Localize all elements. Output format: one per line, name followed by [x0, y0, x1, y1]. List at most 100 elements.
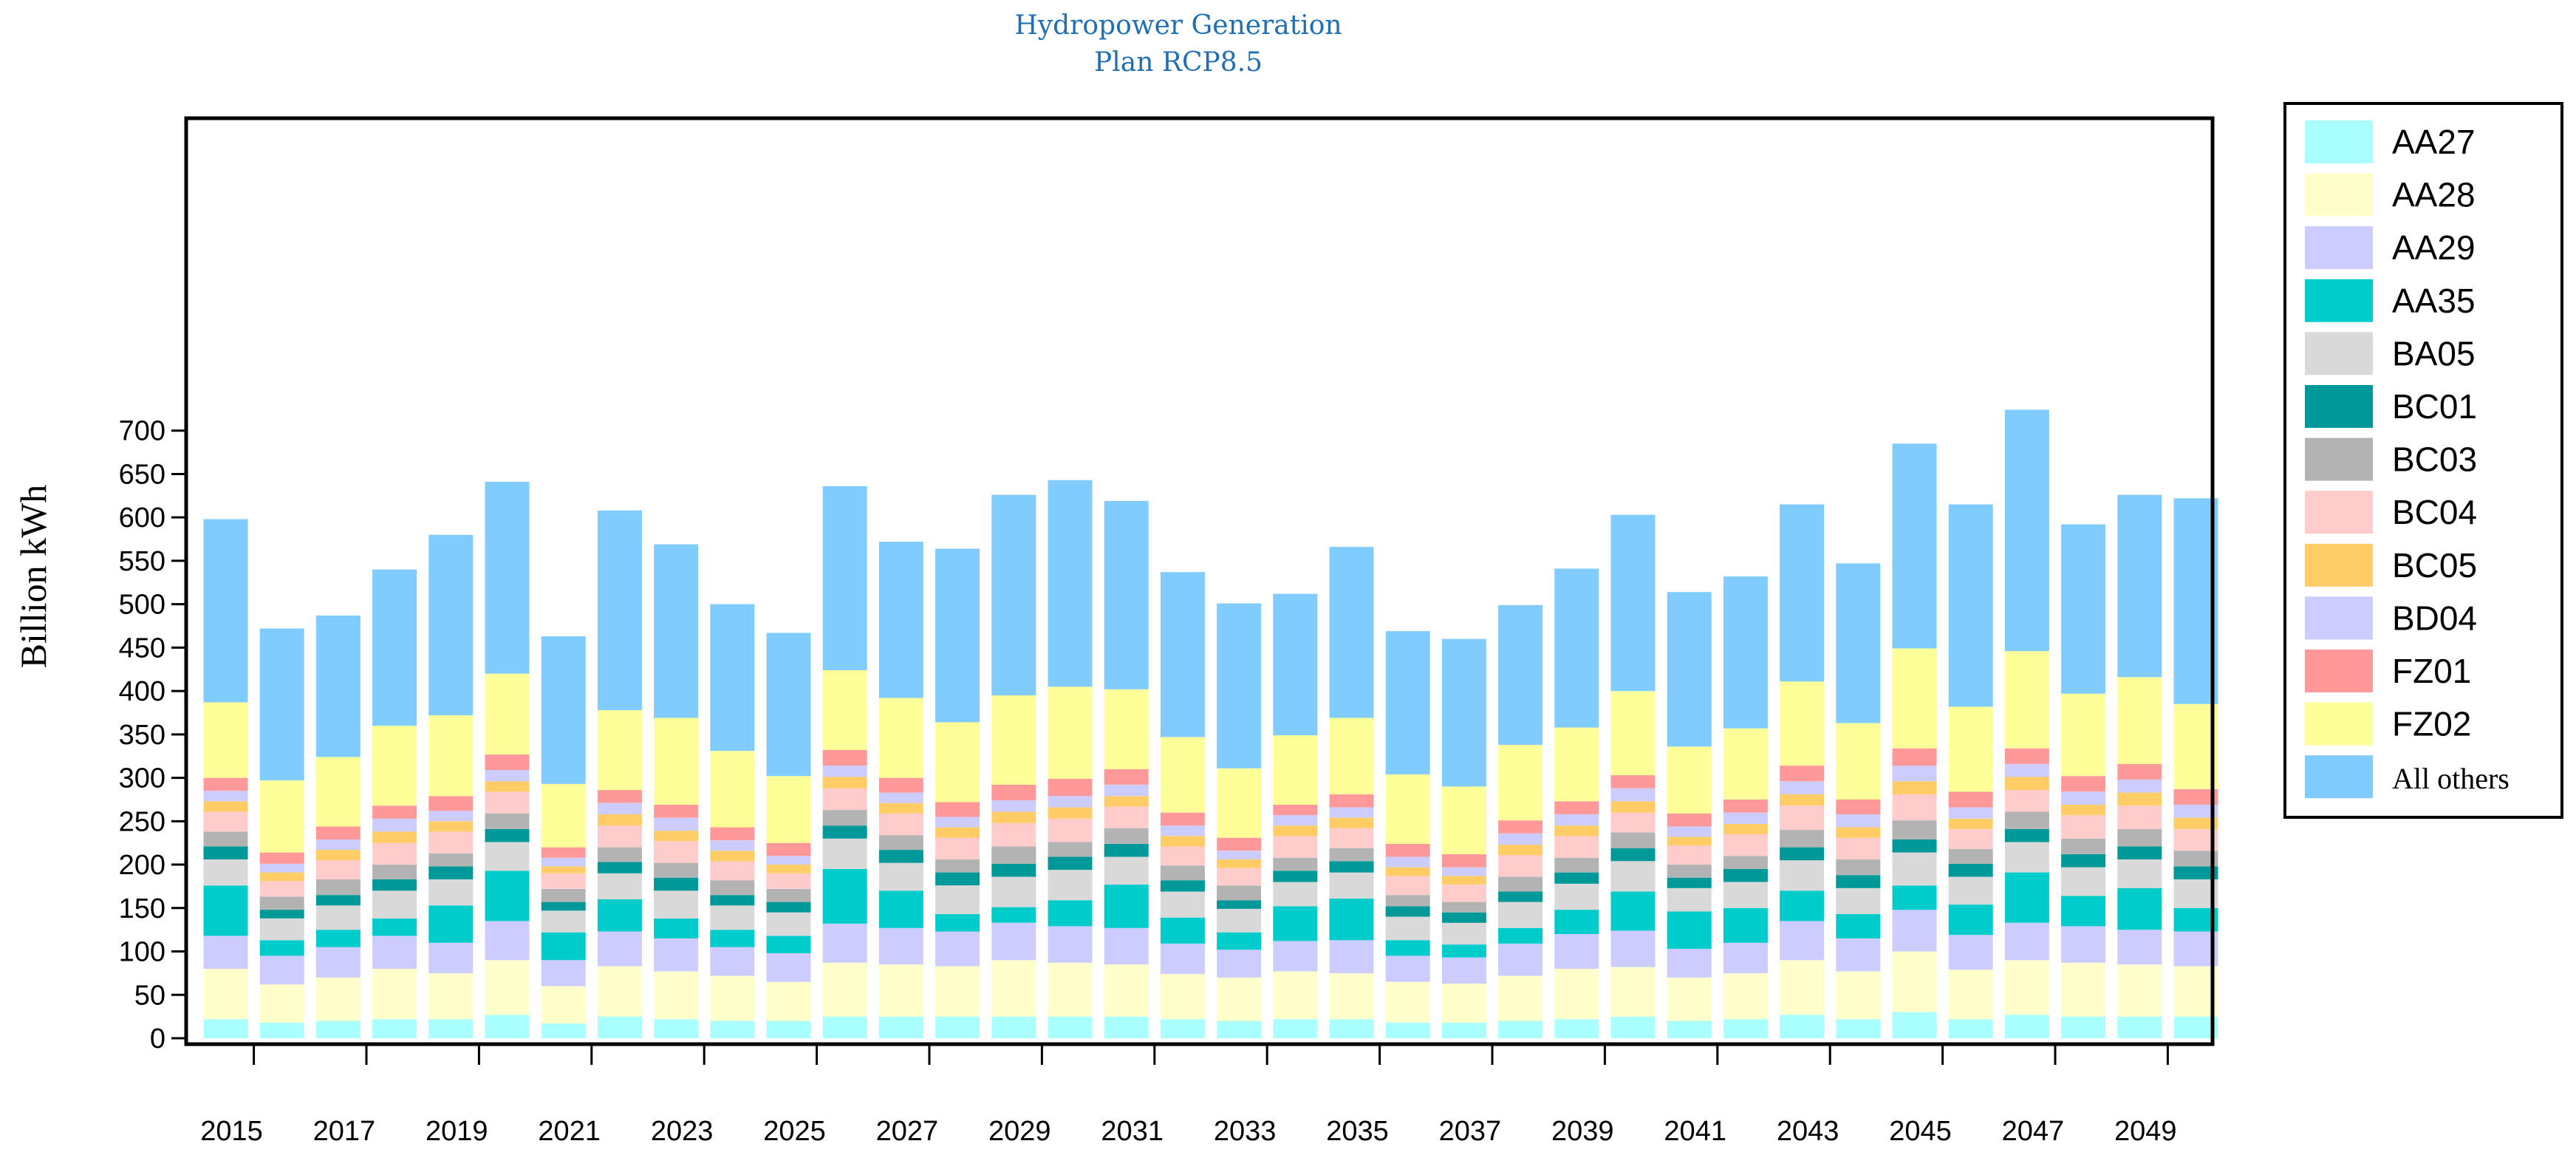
bar-2047-bc03 — [2004, 811, 2049, 829]
bar-2044-bc05 — [1836, 827, 1881, 838]
bar-2029-bc01 — [991, 863, 1036, 877]
legend-label-ba05: BA05 — [2392, 334, 2476, 372]
bar-2020-bc05 — [485, 781, 530, 792]
bar-2017-bd04 — [315, 839, 361, 851]
bar-2018-aa35 — [372, 918, 417, 936]
bar-2045-bd04 — [1892, 766, 1937, 782]
bar-2026-aa28 — [822, 962, 867, 1017]
bar-2049-aa35 — [2117, 887, 2162, 930]
bar-2043-aa27 — [1780, 1015, 1825, 1038]
bar-2037-fz01 — [1441, 854, 1486, 868]
bar-2048-ba05 — [2061, 867, 2106, 896]
bar-2049-bc04 — [2117, 805, 2162, 829]
bar-2041-fz02 — [1667, 746, 1712, 814]
bar-2031-aa35 — [1104, 885, 1149, 928]
bar-2047-fz02 — [2004, 651, 2049, 749]
y-tick-label-600: 600 — [119, 502, 165, 534]
x-tick-label-2037: 2037 — [1439, 1116, 1502, 1147]
bar-2046-aa27 — [1948, 1019, 1993, 1038]
bar-2037-bc05 — [1441, 876, 1486, 885]
bar-2019-bc05 — [428, 821, 474, 832]
bar-2033-all-others — [1217, 603, 1262, 769]
bar-2020-all-others — [485, 482, 530, 674]
bar-2046-aa28 — [1948, 970, 1993, 1020]
legend-label-bc04: BC04 — [2392, 493, 2477, 531]
bar-2041-aa29 — [1667, 949, 1712, 978]
bar-2036-bc04 — [1385, 876, 1430, 896]
bar-2018-bc05 — [372, 831, 417, 843]
bar-2034-bc05 — [1273, 825, 1318, 837]
bar-2022-bc01 — [597, 862, 642, 873]
y-tick-label-500: 500 — [119, 590, 165, 621]
bar-2021-fz01 — [541, 847, 586, 858]
bar-2047-all-others — [2004, 409, 2049, 652]
bar-2043-fz02 — [1780, 681, 1825, 766]
bar-2048-bc05 — [2061, 805, 2106, 816]
bar-2037-bc03 — [1441, 902, 1486, 913]
bar-2022-aa29 — [597, 931, 642, 967]
bar-2032-fz01 — [1160, 812, 1205, 826]
bar-2029-bc03 — [991, 846, 1036, 864]
bar-2021-bc03 — [541, 889, 586, 902]
bar-2020-aa35 — [485, 870, 530, 921]
bar-2047-bc05 — [2004, 777, 2049, 790]
bar-2023-ba05 — [654, 890, 699, 919]
bar-2026-all-others — [822, 485, 867, 670]
bar-2041-bc01 — [1667, 877, 1712, 888]
bar-2047-fz01 — [2004, 748, 2049, 764]
bar-2018-fz01 — [372, 805, 417, 819]
bar-2045-bc05 — [1892, 781, 1937, 794]
legend-label-all-others: All others — [2392, 762, 2510, 795]
bar-2028-bd04 — [935, 817, 980, 828]
bar-2040-all-others — [1610, 514, 1656, 692]
bar-2039-all-others — [1554, 568, 1599, 728]
chart-title: Hydropower Generation — [1014, 10, 1342, 41]
bar-2025-bd04 — [766, 856, 811, 865]
bar-2042-bd04 — [1723, 812, 1768, 824]
bar-2034-bc01 — [1273, 870, 1318, 882]
bar-2041-aa27 — [1667, 1021, 1712, 1038]
bar-2029-bd04 — [991, 800, 1036, 812]
bar-2043-bc04 — [1780, 805, 1825, 831]
bar-2033-bc04 — [1217, 868, 1262, 886]
bar-2017-ba05 — [315, 905, 361, 930]
bar-2030-bc01 — [1048, 856, 1093, 870]
bar-2031-fz01 — [1104, 769, 1149, 785]
legend-swatch-aa28 — [2305, 173, 2373, 217]
bar-2016-bc03 — [259, 896, 304, 910]
bar-2042-all-others — [1723, 576, 1768, 729]
bar-2038-bc01 — [1498, 891, 1543, 902]
bar-2044-fz02 — [1836, 723, 1881, 800]
bar-2018-aa27 — [372, 1019, 417, 1038]
bar-2033-aa28 — [1217, 977, 1262, 1021]
y-tick-label-200: 200 — [119, 850, 165, 881]
bar-2041-aa35 — [1667, 911, 1712, 949]
bar-2026-fz02 — [822, 670, 867, 750]
bar-2031-aa29 — [1104, 927, 1149, 965]
bar-2041-ba05 — [1667, 887, 1712, 912]
bar-2026-aa29 — [822, 923, 867, 963]
bar-2036-aa35 — [1385, 940, 1430, 956]
bar-2050-bc05 — [2173, 817, 2218, 829]
bar-2039-aa27 — [1554, 1019, 1599, 1038]
bar-2034-all-others — [1273, 593, 1318, 736]
bar-2022-all-others — [597, 510, 642, 710]
bar-2022-ba05 — [597, 873, 642, 899]
bar-2028-bc01 — [935, 872, 980, 886]
bar-2043-bc05 — [1780, 794, 1825, 806]
bar-2016-bc05 — [259, 872, 304, 882]
bar-2027-aa28 — [878, 964, 923, 1017]
bar-2041-all-others — [1667, 592, 1712, 747]
bar-2048-all-others — [2061, 524, 2106, 694]
legend-label-aa27: AA27 — [2392, 123, 2476, 161]
bar-2045-fz01 — [1892, 748, 1937, 766]
bar-2024-aa35 — [710, 930, 755, 947]
bar-2026-bd04 — [822, 766, 867, 777]
bar-2049-aa27 — [2117, 1016, 2162, 1038]
bar-2040-aa27 — [1610, 1016, 1656, 1038]
bar-2020-bd04 — [485, 770, 530, 782]
bar-2032-bc04 — [1160, 846, 1205, 866]
bar-2047-bc04 — [2004, 790, 2049, 812]
legend-label-bc05: BC05 — [2392, 546, 2477, 585]
bar-2049-ba05 — [2117, 859, 2162, 888]
